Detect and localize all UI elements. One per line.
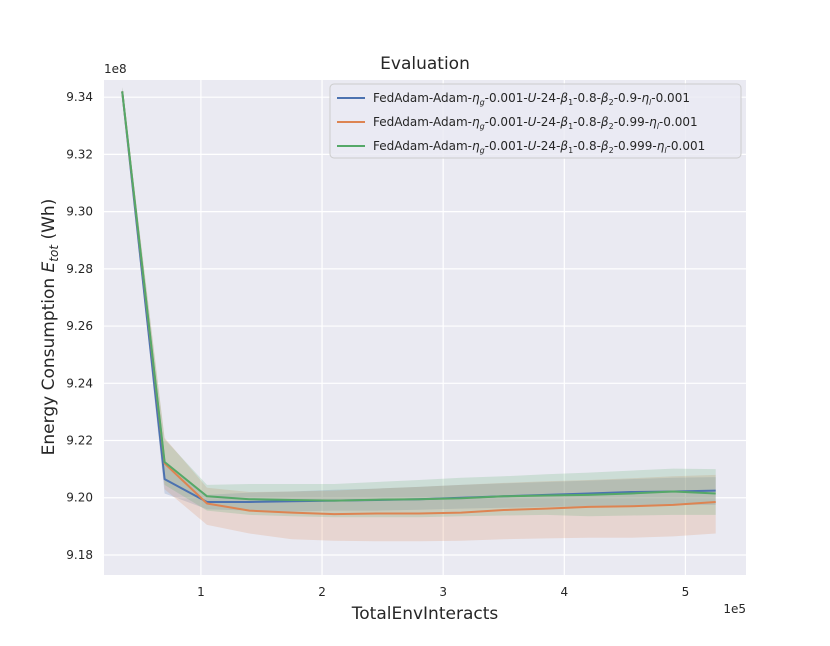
y-tick-label: 9.34 [66,90,93,104]
series-3-band [122,87,716,518]
legend-frame [329,83,742,159]
y-tick-label: 9.22 [66,434,93,448]
series-3-line [121,91,716,502]
x-offset-label: 1e5 [723,602,746,616]
y-tick-labels: 9.18 9.20 9.22 9.24 9.26 9.28 9.30 9.32 9.34 [66,90,93,562]
y-tick-label: 9.30 [66,205,93,219]
x-axis-label: TotalEnvInteracts [351,604,499,624]
legend-entry: FedAdam-Adam-ηg-0.001-U-24-β1-0.8-β2-0.9… [373,91,690,107]
x-tick-label: 3 [439,585,447,599]
series-lines [121,91,716,516]
y-offset-label: 1e8 [104,62,127,76]
legend-entry: FedAdam-Adam-ηg-0.001-U-24-β1-0.8-β2-0.9… [373,139,705,155]
y-tick-label: 9.20 [66,491,93,505]
y-tick-label: 9.26 [66,319,93,333]
confidence-bands [122,87,716,542]
y-axis-label: Energy Consumption Etot (Wh) [39,199,61,456]
series-2-band [122,87,716,542]
series-2-line [121,91,716,516]
y-tick-label: 9.24 [66,376,93,390]
x-tick-label: 1 [197,585,205,599]
y-tick-label: 9.32 [66,147,93,161]
legend: FedAdam-Adam-ηg-0.001-U-24-β1-0.8-β2-0.9… [329,83,742,159]
y-tick-label: 9.28 [66,262,93,276]
x-tick-labels: 1 2 3 4 5 [197,585,689,599]
chart-title: Evaluation [380,54,470,74]
x-tick-label: 2 [318,585,326,599]
y-tick-label: 9.18 [66,548,93,562]
x-tick-label: 4 [560,585,568,599]
x-tick-label: 5 [682,585,690,599]
legend-entry: FedAdam-Adam-ηg-0.001-U-24-β1-0.8-β2-0.9… [373,115,698,131]
